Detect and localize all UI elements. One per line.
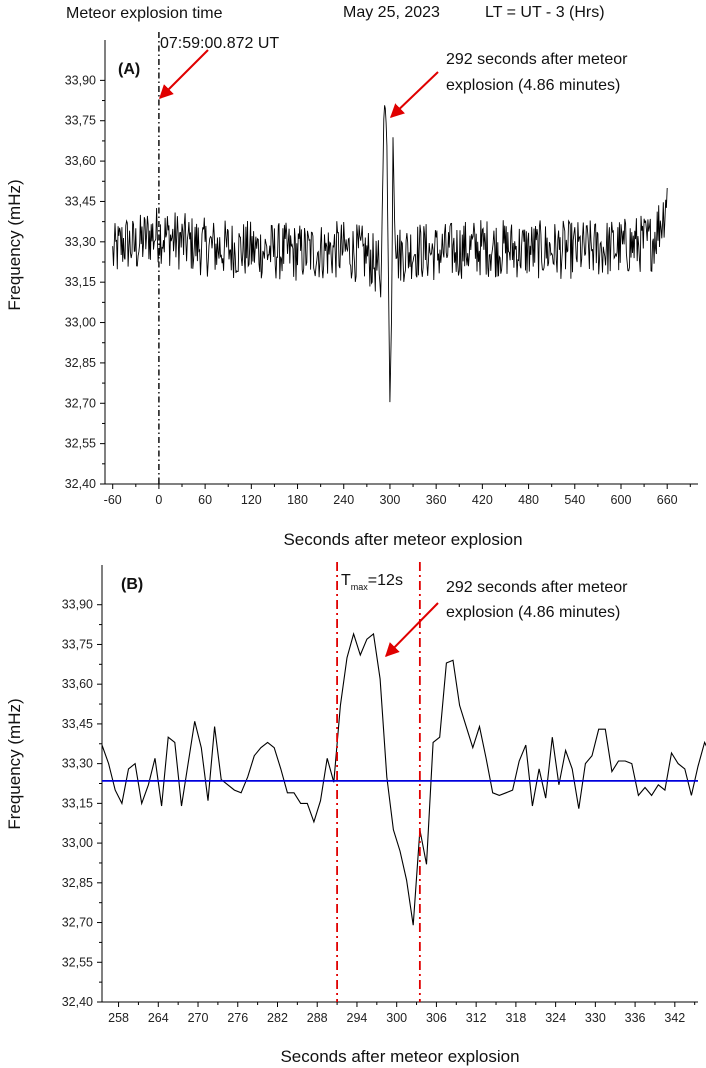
panel-b-annotation-line2: explosion (4.86 minutes) xyxy=(446,604,620,621)
y-tick-label: 33,00 xyxy=(62,836,93,850)
y-tick-label: 32,55 xyxy=(65,437,96,451)
y-tick-label: 33,30 xyxy=(62,757,93,771)
panel-a-y-axis-label: Frequency (mHz) xyxy=(5,179,24,310)
tmax-value: =12s xyxy=(368,572,403,589)
x-tick-label: 120 xyxy=(241,493,262,507)
y-tick-label: 33,90 xyxy=(65,73,96,87)
tmax-subscript: max xyxy=(351,582,369,592)
x-tick-label: 324 xyxy=(545,1011,566,1025)
y-tick-label: 33,60 xyxy=(65,154,96,168)
y-tick-label: 32,40 xyxy=(62,995,93,1009)
x-tick-label: 336 xyxy=(625,1011,646,1025)
x-tick-label: 60 xyxy=(198,493,212,507)
panel-a-plot xyxy=(112,105,668,403)
x-tick-label: 342 xyxy=(664,1011,685,1025)
panel-b-tmax-label: Tmax=12s xyxy=(341,572,403,592)
x-tick-label: 306 xyxy=(426,1011,447,1025)
y-tick-label: 33,45 xyxy=(65,194,96,208)
panel-a-y-ticks: 32,40 32,55 32,70 32,85 33,00 33,15 33,30 33,45… xyxy=(65,73,105,491)
x-tick-label: 600 xyxy=(611,493,632,507)
x-tick-label: 276 xyxy=(227,1011,248,1025)
panel-b-annotation-line1: 292 seconds after meteor xyxy=(446,579,628,596)
x-tick-label: 0 xyxy=(155,493,162,507)
x-tick-label: 180 xyxy=(287,493,308,507)
panel-a-annotation-line2: explosion (4.86 minutes) xyxy=(446,77,620,94)
x-tick-label: 318 xyxy=(505,1011,526,1025)
panel-a-x-ticks: -60 0 60 120 180 240 300 360 420 480 540 600 660 xyxy=(104,484,691,507)
header-timezone: LT = UT - 3 (Hrs) xyxy=(485,4,605,21)
header-date: May 25, 2023 xyxy=(343,4,440,21)
panel-a-explosion-time-label: 07:59:00.872 UT xyxy=(160,35,279,52)
panel-b-y-ticks: 32,40 32,55 32,70 32,85 33,00 33,15 33,30 33,45… xyxy=(62,598,102,1009)
y-tick-label: 33,15 xyxy=(62,796,93,810)
panel-b: 32,40 32,55 32,70 32,85 33,00 33,15 33,30 33,45… xyxy=(5,562,706,1066)
y-tick-label: 33,75 xyxy=(62,637,93,651)
y-tick-label: 33,60 xyxy=(62,677,93,691)
panel-a-overlay xyxy=(158,32,439,484)
peak-arrow xyxy=(385,602,439,657)
series-line xyxy=(101,631,706,926)
x-tick-label: 282 xyxy=(267,1011,288,1025)
tmax-symbol: T xyxy=(341,572,351,589)
x-tick-label: 360 xyxy=(426,493,447,507)
panel-a: 32,40 32,55 32,70 32,85 33,00 33,15 33,30 33,45… xyxy=(5,32,698,549)
x-tick-label: 330 xyxy=(585,1011,606,1025)
y-tick-label: 32,55 xyxy=(62,955,93,969)
panel-a-label: (A) xyxy=(118,61,140,78)
y-tick-label: 33,30 xyxy=(65,235,96,249)
x-tick-label: 258 xyxy=(108,1011,129,1025)
x-tick-label: 420 xyxy=(472,493,493,507)
x-tick-label: 240 xyxy=(333,493,354,507)
x-tick-label: 270 xyxy=(188,1011,209,1025)
y-tick-label: 32,85 xyxy=(62,876,93,890)
panel-b-label: (B) xyxy=(121,576,143,593)
y-tick-label: 32,40 xyxy=(65,477,96,491)
y-tick-label: 33,75 xyxy=(65,114,96,128)
x-tick-label: 660 xyxy=(657,493,678,507)
panel-b-overlay xyxy=(336,562,439,1002)
y-tick-label: 32,70 xyxy=(62,916,93,930)
panel-b-plot xyxy=(101,631,706,926)
panel-b-x-ticks: 258 264 270 276 282 288 294 300 306 312 318 324 330 3… xyxy=(108,1002,696,1025)
series-line xyxy=(112,105,668,403)
y-tick-label: 33,45 xyxy=(62,717,93,731)
y-tick-label: 32,70 xyxy=(65,396,96,410)
peak-arrow xyxy=(389,71,439,118)
panel-b-x-axis-label: Seconds after meteor explosion xyxy=(280,1047,519,1066)
x-tick-label: 540 xyxy=(564,493,585,507)
explosion-arrow xyxy=(159,49,209,99)
panel-a-annotation-line1: 292 seconds after meteor xyxy=(446,51,628,68)
x-tick-label: 480 xyxy=(518,493,539,507)
panel-b-y-axis-label: Frequency (mHz) xyxy=(5,698,24,829)
x-tick-label: 300 xyxy=(380,493,401,507)
x-tick-label: 288 xyxy=(307,1011,328,1025)
y-tick-label: 32,85 xyxy=(65,356,96,370)
y-tick-label: 33,00 xyxy=(65,316,96,330)
x-tick-label: -60 xyxy=(104,493,122,507)
y-tick-label: 33,15 xyxy=(65,275,96,289)
y-tick-label: 33,90 xyxy=(62,598,93,612)
x-tick-label: 300 xyxy=(386,1011,407,1025)
x-tick-label: 312 xyxy=(466,1011,487,1025)
panel-a-x-axis-label: Seconds after meteor explosion xyxy=(283,530,522,549)
x-tick-label: 294 xyxy=(347,1011,368,1025)
header-left: Meteor explosion time xyxy=(66,5,223,22)
x-tick-label: 264 xyxy=(148,1011,169,1025)
panel-b-frame xyxy=(101,565,698,1003)
